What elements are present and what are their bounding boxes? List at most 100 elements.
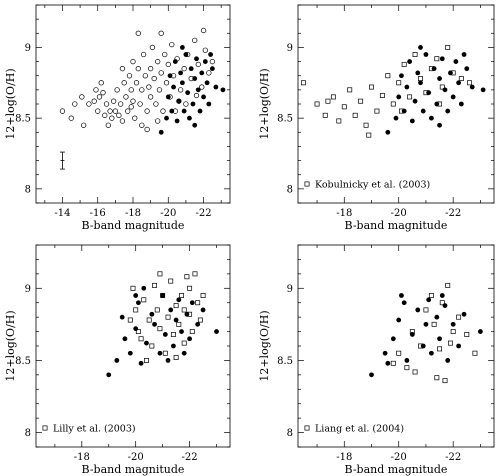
point-filled-circle — [409, 118, 415, 124]
point-open-square — [358, 98, 364, 104]
y-tick-label: 8 — [287, 184, 293, 195]
point-filled-circle — [187, 336, 192, 342]
point-filled-circle — [160, 293, 166, 298]
point-open-circle — [95, 108, 101, 114]
point-open-square — [385, 73, 391, 79]
x-tick-label: -20 — [128, 452, 144, 463]
point-open-square — [130, 285, 136, 291]
point-open-circle — [128, 104, 134, 110]
point-open-circle — [135, 65, 141, 72]
point-open-circle — [123, 94, 129, 100]
point-filled-circle — [164, 115, 169, 121]
point-open-square — [412, 52, 418, 57]
point-open-square — [437, 346, 443, 352]
point-open-circle — [158, 70, 164, 76]
point-open-circle — [128, 87, 134, 93]
point-filled-circle — [385, 360, 391, 366]
point-open-square — [127, 317, 133, 323]
point-open-square — [431, 321, 437, 327]
point-filled-circle — [168, 307, 174, 313]
point-filled-circle — [439, 56, 445, 62]
point-open-square — [467, 80, 472, 86]
plot-frame — [35, 4, 231, 204]
point-open-square — [396, 350, 402, 356]
plot-frame — [297, 4, 495, 204]
point-open-square — [369, 84, 374, 90]
panel-3: -18 -20 -22 8 8.5 9 B-band magnitude 12+log(O/H… — [4, 244, 231, 476]
point-open-circle — [98, 80, 104, 86]
point-filled-circle — [401, 108, 407, 114]
point-filled-circle — [144, 340, 149, 346]
point-open-square — [197, 317, 203, 323]
point-open-square — [341, 104, 347, 110]
point-open-circle — [132, 115, 138, 121]
y-axis-label: 12+log(O/H) — [4, 310, 17, 381]
point-filled-circle — [149, 311, 155, 317]
point-open-square — [141, 297, 147, 303]
point-open-square — [300, 80, 306, 86]
point-open-circle — [118, 101, 124, 107]
point-open-circle — [80, 122, 87, 128]
point-filled-circle — [183, 52, 189, 57]
plot-frame — [35, 244, 231, 448]
point-filled-circle — [197, 108, 203, 114]
point-open-circle — [91, 98, 97, 104]
y-tick-label: 9 — [25, 284, 31, 295]
point-filled-circle — [390, 336, 396, 342]
point-open-circle — [86, 101, 92, 107]
point-open-circle — [192, 37, 198, 44]
point-open-circle — [165, 61, 171, 68]
point-open-circle — [199, 84, 205, 90]
legend-label: Lilly et al. (2003) — [53, 424, 136, 435]
point-filled-circle — [415, 70, 421, 76]
point-open-square — [423, 307, 429, 313]
point-open-square — [401, 61, 407, 67]
point-filled-circle — [200, 307, 206, 313]
point-open-square — [442, 378, 448, 384]
point-open-square — [170, 332, 176, 337]
point-filled-circle — [382, 350, 388, 356]
point-open-square — [146, 317, 152, 323]
point-open-circle — [158, 30, 164, 36]
point-filled-circle — [450, 94, 456, 100]
point-filled-circle — [450, 321, 456, 327]
point-filled-circle — [201, 94, 206, 100]
point-open-square — [173, 355, 179, 360]
point-open-square — [154, 307, 160, 313]
point-open-square — [363, 122, 369, 128]
point-open-circle — [68, 115, 74, 121]
legend-marker — [304, 425, 310, 431]
point-filled-circle — [152, 321, 157, 327]
point-filled-circle — [181, 108, 187, 114]
y-tick-label: 9 — [287, 43, 293, 54]
point-open-square — [439, 84, 445, 90]
point-filled-circle — [445, 108, 451, 114]
point-filled-circle — [456, 80, 462, 86]
point-open-square — [390, 101, 396, 107]
point-open-circle — [116, 112, 122, 118]
point-filled-circle — [431, 66, 437, 72]
point-open-circle — [202, 47, 208, 53]
point-filled-circle — [122, 336, 128, 342]
y-tick-label: 8 — [287, 428, 293, 439]
point-open-square — [184, 274, 190, 280]
point-open-circle — [137, 101, 143, 107]
point-open-circle — [153, 101, 159, 107]
point-filled-circle — [399, 73, 404, 79]
point-open-circle — [126, 73, 133, 79]
point-filled-circle — [404, 358, 410, 363]
point-filled-circle — [423, 321, 429, 327]
point-open-square — [390, 360, 396, 366]
point-filled-circle — [162, 332, 168, 337]
point-open-square — [325, 98, 331, 104]
point-filled-circle — [434, 314, 440, 320]
point-open-circle — [139, 87, 145, 93]
y-tick-label: 8.5 — [15, 114, 31, 125]
point-filled-circle — [192, 76, 198, 81]
point-open-square — [179, 293, 184, 298]
point-filled-circle — [426, 90, 432, 96]
point-filled-circle — [190, 101, 196, 107]
point-filled-circle — [458, 101, 464, 107]
point-filled-circle — [418, 80, 423, 86]
point-open-square — [366, 132, 372, 138]
